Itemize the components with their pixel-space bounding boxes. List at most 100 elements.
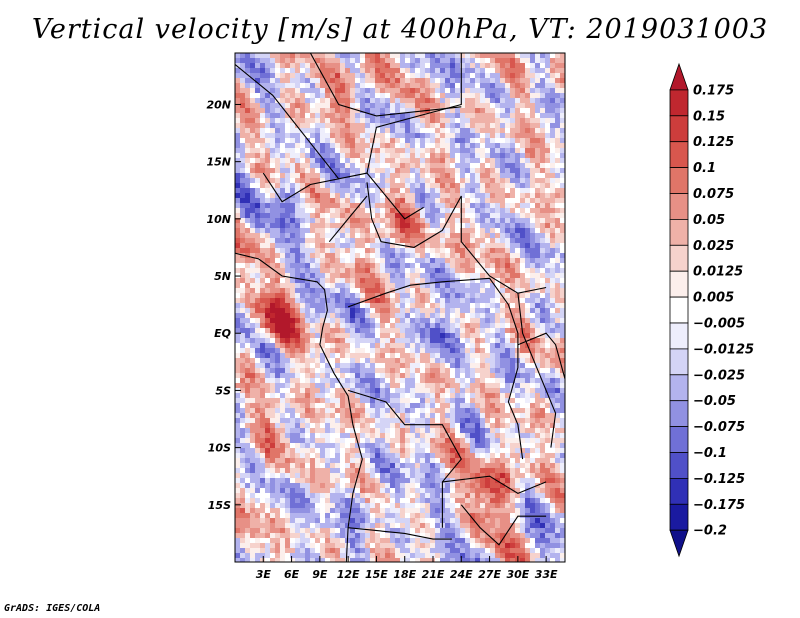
- heat-cell: [500, 358, 505, 363]
- heat-cell: [335, 268, 340, 273]
- heat-cell: [405, 108, 410, 113]
- heat-cell: [380, 223, 385, 228]
- heat-cell: [380, 138, 385, 143]
- heat-cell: [405, 308, 410, 313]
- heat-cell: [375, 268, 380, 273]
- heat-cell: [375, 103, 380, 108]
- heat-cell: [495, 233, 500, 238]
- heat-cell: [245, 198, 250, 203]
- heat-cell: [555, 328, 560, 333]
- heat-cell: [305, 83, 310, 88]
- heat-cell: [235, 248, 240, 253]
- heat-cell: [380, 298, 385, 303]
- heat-cell: [365, 353, 370, 358]
- heat-cell: [445, 93, 450, 98]
- heat-cell: [255, 418, 260, 423]
- heat-cell: [320, 233, 325, 238]
- heat-cell: [505, 73, 510, 78]
- heat-cell: [340, 108, 345, 113]
- heat-cell: [400, 63, 405, 68]
- heat-cell: [550, 343, 555, 348]
- heat-cell: [375, 173, 380, 178]
- heat-cell: [345, 388, 350, 393]
- heat-cell: [360, 123, 365, 128]
- heat-cell: [340, 258, 345, 263]
- heat-cell: [330, 293, 335, 298]
- heat-cell: [315, 243, 320, 248]
- heat-cell: [330, 118, 335, 123]
- heat-cell: [545, 263, 550, 268]
- heat-cell: [305, 358, 310, 363]
- heat-cell: [290, 313, 295, 318]
- heat-cell: [520, 413, 525, 418]
- heat-cell: [260, 198, 265, 203]
- heat-cell: [325, 198, 330, 203]
- heat-cell: [540, 413, 545, 418]
- heat-cell: [380, 323, 385, 328]
- heat-cell: [535, 98, 540, 103]
- heat-cell: [410, 398, 415, 403]
- heat-cell: [520, 228, 525, 233]
- heat-cell: [540, 88, 545, 93]
- heat-cell: [540, 133, 545, 138]
- heat-cell: [355, 118, 360, 123]
- heat-cell: [365, 428, 370, 433]
- heat-cell: [395, 218, 400, 223]
- heat-cell: [245, 303, 250, 308]
- heat-cell: [275, 133, 280, 138]
- heat-cell: [300, 353, 305, 358]
- heat-cell: [245, 113, 250, 118]
- heat-cell: [425, 198, 430, 203]
- heat-cell: [385, 268, 390, 273]
- heat-cell: [540, 353, 545, 358]
- heat-cell: [535, 358, 540, 363]
- heat-cell: [290, 383, 295, 388]
- heat-cell: [420, 233, 425, 238]
- heat-cell: [460, 163, 465, 168]
- heat-cell: [250, 293, 255, 298]
- heat-cell: [305, 428, 310, 433]
- heat-cell: [310, 73, 315, 78]
- heat-cell: [495, 203, 500, 208]
- heat-cell: [520, 53, 525, 58]
- heat-cell: [335, 373, 340, 378]
- heat-cell: [440, 258, 445, 263]
- heat-cell: [525, 328, 530, 333]
- heat-cell: [495, 173, 500, 178]
- heat-cell: [440, 88, 445, 93]
- heat-cell: [400, 313, 405, 318]
- heat-cell: [250, 388, 255, 393]
- heat-cell: [425, 263, 430, 268]
- heat-cell: [465, 208, 470, 213]
- heat-cell: [255, 258, 260, 263]
- heat-cell: [435, 333, 440, 338]
- heat-cell: [400, 228, 405, 233]
- heat-cell: [280, 83, 285, 88]
- heat-cell: [350, 358, 355, 363]
- heat-cell: [345, 108, 350, 113]
- heat-cell: [355, 223, 360, 228]
- heat-cell: [470, 393, 475, 398]
- heat-cell: [400, 283, 405, 288]
- heat-cell: [515, 238, 520, 243]
- heat-cell: [340, 178, 345, 183]
- heat-cell: [295, 353, 300, 358]
- heat-cell: [555, 263, 560, 268]
- heat-cell: [510, 423, 515, 428]
- heat-cell: [485, 98, 490, 103]
- heat-cell: [345, 73, 350, 78]
- heat-cell: [245, 298, 250, 303]
- heat-cell: [310, 343, 315, 348]
- heat-cell: [510, 243, 515, 248]
- heat-cell: [240, 173, 245, 178]
- heat-cell: [240, 428, 245, 433]
- heat-cell: [415, 103, 420, 108]
- heat-cell: [295, 103, 300, 108]
- heat-cell: [355, 313, 360, 318]
- heat-cell: [275, 103, 280, 108]
- heat-cell: [550, 328, 555, 333]
- heat-cell: [300, 78, 305, 83]
- heat-cell: [415, 288, 420, 293]
- heat-cell: [380, 163, 385, 168]
- heat-cell: [535, 253, 540, 258]
